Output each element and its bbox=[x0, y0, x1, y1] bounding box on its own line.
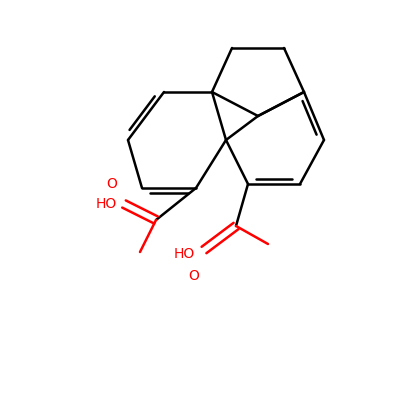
Text: O: O bbox=[188, 269, 200, 283]
Text: HO: HO bbox=[173, 247, 195, 261]
Text: HO: HO bbox=[95, 197, 117, 211]
Text: O: O bbox=[106, 177, 118, 191]
